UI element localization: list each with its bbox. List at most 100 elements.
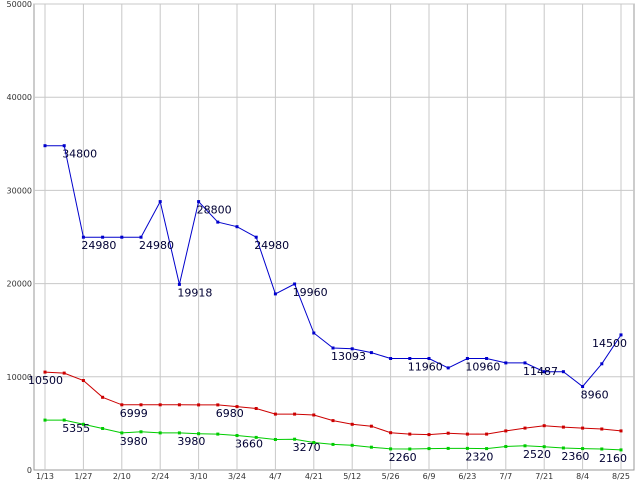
data-point bbox=[350, 347, 354, 351]
data-point bbox=[62, 371, 66, 375]
data-point bbox=[350, 443, 354, 447]
data-point bbox=[331, 346, 335, 350]
x-tick-label: 7/21 bbox=[535, 472, 553, 480]
data-label: 2360 bbox=[561, 450, 589, 463]
data-point bbox=[81, 422, 85, 426]
data-label: 13093 bbox=[331, 350, 366, 363]
data-label: 8960 bbox=[581, 389, 609, 402]
data-point bbox=[158, 403, 162, 407]
data-label: 2320 bbox=[465, 450, 493, 463]
data-label: 10500 bbox=[28, 374, 63, 387]
data-point bbox=[427, 447, 431, 451]
data-point bbox=[158, 200, 162, 204]
data-point bbox=[120, 403, 124, 407]
data-label: 11960 bbox=[408, 361, 443, 374]
data-point bbox=[81, 379, 85, 382]
data-point bbox=[581, 447, 585, 451]
data-label: 2160 bbox=[599, 452, 627, 465]
data-point bbox=[312, 413, 316, 417]
data-point bbox=[158, 431, 162, 435]
data-point bbox=[600, 427, 604, 431]
data-point bbox=[504, 429, 508, 433]
axis-labels: 0 10000 20000 30000 40000 50000 1/13 1/27 2/10 2/… bbox=[7, 0, 630, 480]
data-point bbox=[273, 438, 277, 441]
data-label: 3980 bbox=[120, 435, 148, 448]
data-point bbox=[177, 431, 181, 435]
data-label: 19960 bbox=[293, 286, 328, 299]
x-tick-label: 3/10 bbox=[190, 472, 208, 480]
y-tick-label: 0 bbox=[27, 466, 32, 475]
x-tick-label: 1/27 bbox=[74, 472, 92, 480]
data-point bbox=[485, 357, 489, 360]
data-point bbox=[235, 434, 239, 437]
data-point bbox=[581, 426, 585, 430]
grid-lines bbox=[34, 3, 634, 470]
data-label: 2260 bbox=[389, 451, 417, 464]
data-point bbox=[216, 432, 220, 436]
data-point bbox=[485, 447, 489, 451]
data-point bbox=[62, 418, 66, 422]
data-point bbox=[331, 442, 335, 446]
data-point bbox=[177, 282, 181, 286]
data-label: 6980 bbox=[216, 407, 244, 420]
data-point bbox=[523, 361, 527, 365]
data-point bbox=[139, 235, 143, 239]
data-point bbox=[235, 225, 239, 229]
data-point bbox=[619, 448, 623, 452]
data-point bbox=[216, 403, 220, 407]
data-point bbox=[139, 403, 143, 407]
data-label: 10960 bbox=[465, 361, 500, 374]
data-point bbox=[120, 431, 124, 435]
y-tick-label: 50000 bbox=[7, 0, 32, 9]
data-point bbox=[561, 446, 565, 450]
data-point bbox=[177, 403, 181, 407]
data-label: 3660 bbox=[235, 438, 263, 451]
data-point bbox=[523, 426, 527, 430]
data-point bbox=[446, 431, 450, 435]
data-label: 34800 bbox=[62, 148, 97, 161]
x-tick-label: 8/25 bbox=[612, 472, 630, 480]
x-tick-label: 5/26 bbox=[382, 472, 400, 480]
y-tick-label: 10000 bbox=[7, 373, 32, 382]
x-tick-label: 8/4 bbox=[576, 472, 589, 480]
x-tick-label: 7/7 bbox=[499, 472, 512, 480]
data-point bbox=[408, 447, 412, 451]
data-point bbox=[254, 235, 258, 239]
data-point bbox=[43, 370, 47, 374]
data-point bbox=[619, 333, 623, 337]
data-point bbox=[446, 446, 450, 450]
data-point bbox=[101, 235, 105, 239]
data-point bbox=[293, 437, 297, 441]
data-point bbox=[254, 407, 258, 410]
data-point bbox=[504, 445, 508, 448]
data-point bbox=[350, 422, 354, 426]
data-point bbox=[43, 144, 47, 148]
data-point bbox=[542, 424, 546, 428]
data-point bbox=[235, 405, 239, 409]
data-point bbox=[561, 425, 565, 429]
data-point bbox=[312, 331, 316, 335]
y-tick-label: 40000 bbox=[7, 93, 32, 102]
data-point bbox=[139, 430, 143, 434]
x-tick-label: 1/13 bbox=[36, 472, 54, 480]
data-labels: 34800 24980 24980 19918 28800 24980 19960 13093… bbox=[28, 148, 627, 465]
data-point bbox=[600, 362, 604, 366]
data-label: 3270 bbox=[293, 441, 321, 454]
series-lines bbox=[43, 144, 623, 452]
y-tick-label: 20000 bbox=[7, 280, 32, 289]
x-tick-label: 3/24 bbox=[228, 472, 246, 480]
x-tick-label: 2/10 bbox=[113, 472, 131, 480]
data-label: 6999 bbox=[120, 407, 148, 420]
data-point bbox=[369, 424, 373, 428]
data-point bbox=[101, 395, 105, 399]
data-point bbox=[619, 429, 623, 433]
x-tick-label: 6/23 bbox=[458, 472, 476, 480]
data-point bbox=[293, 282, 297, 286]
data-label: 3980 bbox=[177, 435, 205, 448]
x-tick-label: 4/21 bbox=[305, 472, 323, 480]
data-point bbox=[216, 220, 220, 224]
data-point bbox=[197, 200, 201, 204]
data-point bbox=[408, 357, 412, 360]
data-point bbox=[465, 432, 469, 436]
